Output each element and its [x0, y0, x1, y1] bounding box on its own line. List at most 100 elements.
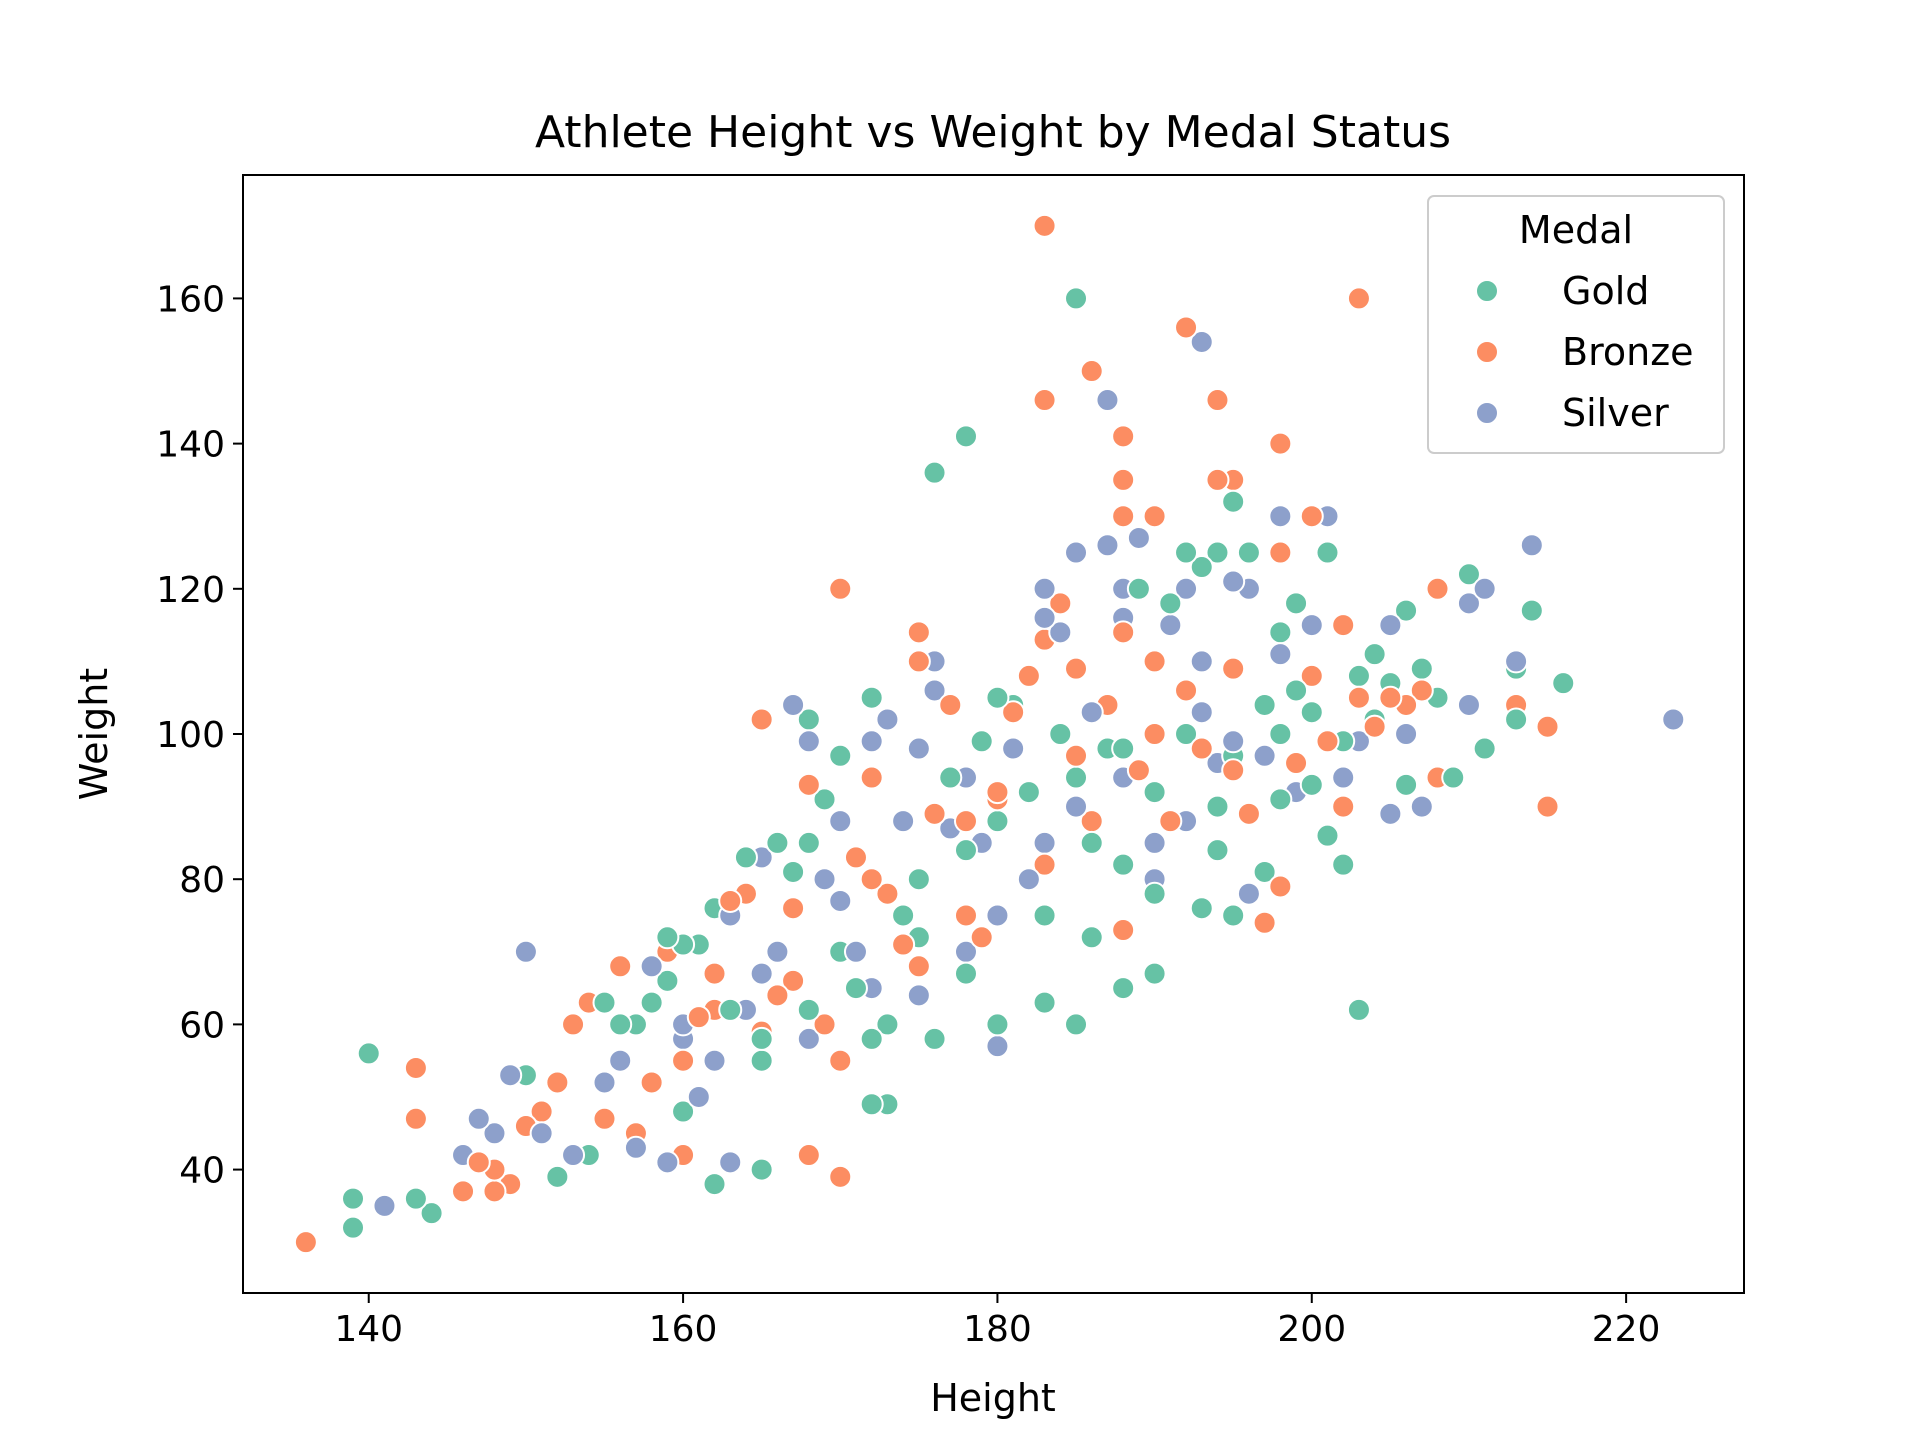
data-point-bronze [1111, 424, 1136, 449]
data-point-gold [1268, 620, 1293, 645]
data-point-gold [1189, 555, 1214, 580]
data-point-bronze [938, 692, 963, 717]
data-point-gold [718, 997, 743, 1022]
data-point-silver [1158, 613, 1183, 638]
data-point-gold [875, 1012, 900, 1037]
data-point-silver [1095, 533, 1120, 558]
legend-label-bronze: Bronze [1562, 330, 1694, 374]
data-point-gold [985, 1012, 1010, 1037]
x-tick-label: 180 [963, 1309, 1032, 1350]
data-point-gold [1048, 722, 1073, 746]
x-tick-label: 140 [334, 1309, 403, 1350]
legend-label-gold: Gold [1562, 269, 1649, 313]
data-point-bronze [608, 954, 633, 979]
data-point-gold [796, 830, 821, 855]
data-point-bronze [1346, 286, 1371, 311]
data-point-bronze [922, 801, 947, 826]
y-tick-label: 140 [156, 425, 225, 466]
data-point-gold [859, 1092, 884, 1117]
data-point-bronze [1268, 431, 1293, 456]
data-point-bronze [1079, 359, 1104, 384]
data-point-bronze [561, 1012, 586, 1037]
data-point-silver [466, 1106, 491, 1131]
data-point-gold [1284, 678, 1309, 703]
data-point-gold [1252, 692, 1277, 717]
data-point-silver [1236, 881, 1261, 906]
data-point-silver [1142, 830, 1167, 855]
data-point-bronze [1221, 758, 1246, 783]
data-point-silver [718, 1150, 743, 1175]
data-point-bronze [1205, 467, 1230, 492]
data-point-silver [561, 1143, 586, 1168]
data-point-gold [1032, 990, 1057, 1015]
data-point-gold [985, 809, 1010, 834]
data-point-silver [796, 1026, 821, 1051]
data-point-gold [1064, 765, 1089, 790]
data-point-silver [608, 1048, 633, 1073]
data-point-bronze [812, 1012, 837, 1037]
data-point-silver [623, 1135, 648, 1160]
data-point-gold [1189, 896, 1214, 921]
y-tick-label: 80 [179, 860, 225, 901]
data-point-gold [922, 460, 947, 485]
data-point-gold [781, 859, 806, 884]
data-point-gold [1142, 881, 1167, 906]
legend-box [1427, 195, 1725, 454]
data-point-gold [859, 1026, 884, 1051]
data-point-gold [953, 961, 978, 986]
data-point-silver [749, 961, 774, 986]
data-point-gold [608, 1012, 633, 1037]
data-point-gold [655, 925, 680, 950]
data-point-bronze [796, 772, 821, 797]
data-point-bronze [482, 1179, 507, 1204]
data-point-gold [1142, 780, 1167, 805]
data-point-bronze [781, 896, 806, 921]
data-point-bronze [969, 925, 994, 950]
data-point-bronze [1001, 700, 1026, 725]
data-point-silver [1378, 801, 1403, 826]
data-point-gold [341, 1215, 366, 1240]
data-point-bronze [1174, 678, 1199, 703]
data-point-bronze [702, 961, 727, 986]
data-point-gold [1158, 591, 1183, 616]
data-point-silver [1252, 743, 1277, 768]
data-point-bronze [875, 881, 900, 906]
data-point-gold [356, 1041, 381, 1066]
data-point-bronze [403, 1106, 428, 1131]
data-point-gold [1079, 830, 1104, 855]
data-point-gold [969, 729, 994, 754]
data-point-silver [906, 736, 931, 761]
data-point-gold [341, 1186, 366, 1211]
data-point-gold [1504, 707, 1529, 732]
data-point-silver [1331, 765, 1356, 790]
data-point-gold [1315, 823, 1340, 848]
data-point-gold [1284, 591, 1309, 616]
x-tick-label: 220 [1592, 1309, 1661, 1350]
data-point-bronze [781, 968, 806, 993]
data-point-bronze [1362, 714, 1387, 739]
data-point-silver [372, 1193, 397, 1218]
data-point-bronze [1032, 852, 1057, 877]
data-point-bronze [906, 954, 931, 979]
data-point-bronze [906, 649, 931, 674]
data-point-gold [1142, 961, 1167, 986]
data-point-silver [1268, 504, 1293, 529]
data-point-bronze [1016, 663, 1041, 688]
data-point-silver [828, 809, 853, 834]
data-point-silver [1456, 692, 1481, 717]
data-point-gold [403, 1186, 428, 1211]
data-point-silver [1016, 867, 1041, 892]
data-point-bronze [1048, 591, 1073, 616]
data-point-bronze [953, 809, 978, 834]
data-point-gold [671, 1099, 696, 1124]
data-point-silver [1174, 576, 1199, 601]
data-point-silver [796, 729, 821, 754]
data-point-gold [1111, 976, 1136, 1001]
data-point-silver [1456, 591, 1481, 616]
data-point-gold [1064, 1012, 1089, 1037]
data-point-silver [1032, 576, 1057, 601]
data-point-bronze [1032, 388, 1057, 413]
data-point-silver [655, 1150, 680, 1175]
